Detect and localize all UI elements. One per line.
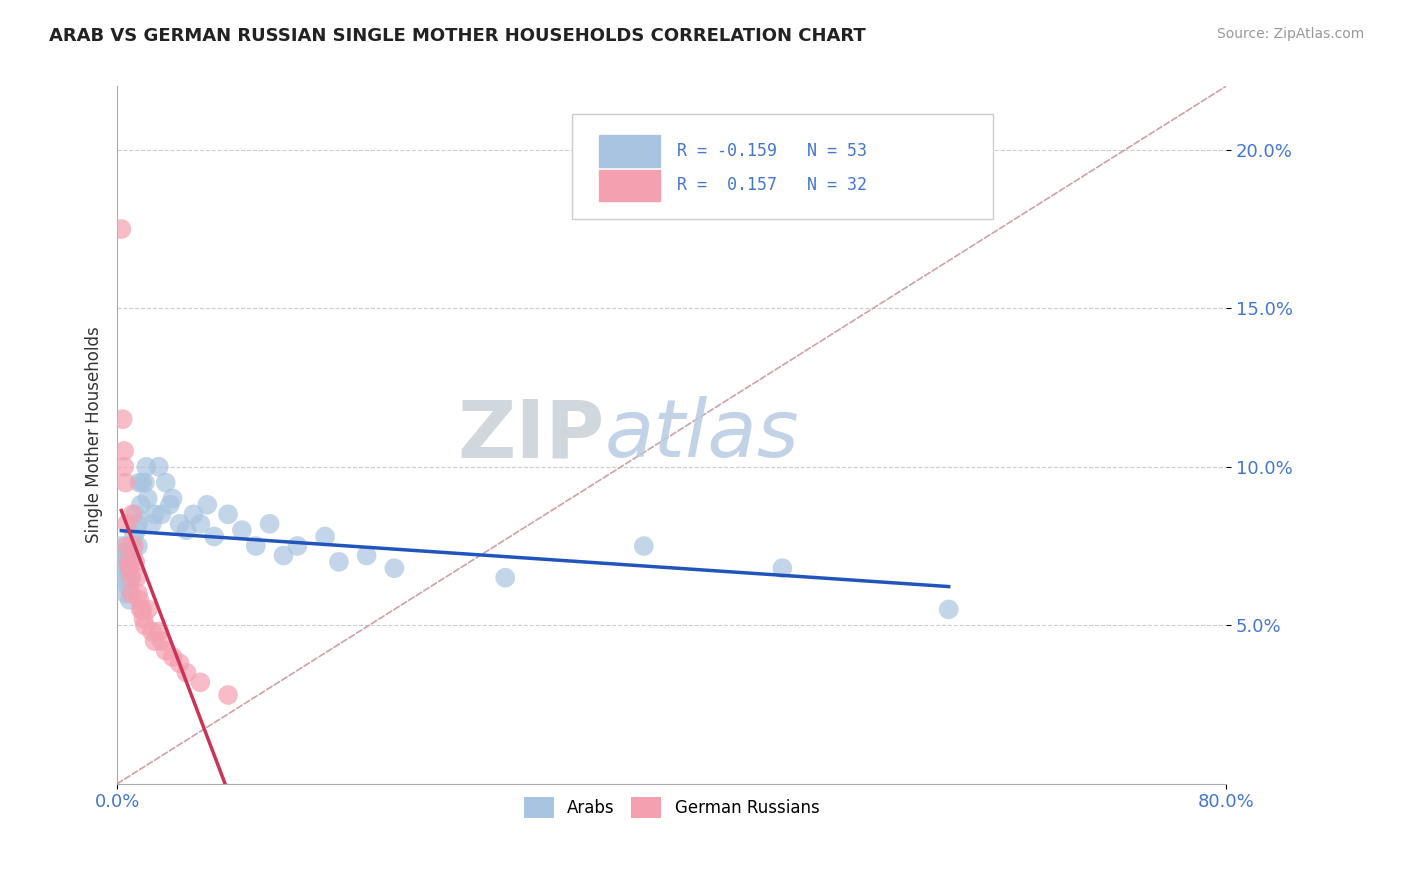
Point	[148, 459, 170, 474]
Point	[115, 539, 138, 553]
Point	[120, 571, 142, 585]
Point	[938, 602, 960, 616]
Point	[135, 459, 157, 474]
Point	[176, 523, 198, 537]
Point	[141, 624, 163, 639]
Point	[188, 516, 211, 531]
Point	[121, 549, 143, 563]
FancyBboxPatch shape	[572, 114, 993, 219]
Point	[494, 571, 516, 585]
Point	[132, 612, 155, 626]
Point	[111, 412, 134, 426]
Point	[110, 222, 132, 236]
Point	[356, 549, 378, 563]
Point	[118, 561, 141, 575]
Point	[141, 516, 163, 531]
Point	[115, 516, 138, 531]
Point	[115, 574, 138, 588]
Point	[217, 688, 239, 702]
Point	[122, 529, 145, 543]
Point	[114, 571, 136, 585]
Point	[202, 529, 225, 543]
Point	[143, 508, 166, 522]
Text: R =  0.157   N = 32: R = 0.157 N = 32	[678, 177, 868, 194]
Point	[131, 475, 153, 490]
Point	[245, 539, 267, 553]
Bar	[599, 170, 661, 202]
Point	[120, 571, 142, 585]
Point	[259, 516, 281, 531]
Point	[162, 649, 184, 664]
Point	[162, 491, 184, 506]
Point	[231, 523, 253, 537]
Point	[382, 561, 405, 575]
Legend: Arabs, German Russians: Arabs, German Russians	[517, 790, 827, 824]
Point	[188, 675, 211, 690]
Point	[129, 602, 152, 616]
Point	[117, 580, 139, 594]
Point	[125, 523, 148, 537]
Text: atlas: atlas	[605, 396, 800, 474]
Point	[131, 602, 153, 616]
Y-axis label: Single Mother Households: Single Mother Households	[86, 326, 103, 543]
Text: ZIP: ZIP	[458, 396, 605, 474]
Point	[115, 555, 138, 569]
Point	[112, 545, 135, 559]
Point	[127, 539, 149, 553]
Point	[127, 516, 149, 531]
Point	[112, 459, 135, 474]
Text: R = -0.159   N = 53: R = -0.159 N = 53	[678, 142, 868, 160]
Point	[111, 549, 134, 563]
Point	[217, 508, 239, 522]
Point	[129, 498, 152, 512]
Point	[122, 539, 145, 553]
Point	[150, 508, 173, 522]
Point	[125, 571, 148, 585]
Point	[117, 555, 139, 569]
Point	[183, 508, 205, 522]
Point	[314, 529, 336, 543]
Point	[633, 539, 655, 553]
Point	[120, 555, 142, 569]
Text: Source: ZipAtlas.com: Source: ZipAtlas.com	[1216, 27, 1364, 41]
Point	[120, 539, 142, 553]
Point	[110, 539, 132, 553]
Point	[159, 498, 181, 512]
Point	[124, 555, 146, 569]
Point	[285, 539, 308, 553]
Point	[136, 491, 159, 506]
Point	[114, 586, 136, 600]
Point	[112, 443, 135, 458]
Point	[770, 561, 793, 575]
Point	[328, 555, 350, 569]
Point	[169, 516, 191, 531]
Point	[128, 475, 150, 490]
Point	[128, 593, 150, 607]
Point	[150, 634, 173, 648]
Point	[148, 624, 170, 639]
Point	[127, 586, 149, 600]
Point	[120, 586, 142, 600]
Point	[124, 508, 146, 522]
Point	[134, 475, 156, 490]
Point	[169, 657, 191, 671]
Point	[155, 643, 177, 657]
Point	[121, 508, 143, 522]
Point	[195, 498, 218, 512]
Point	[155, 475, 177, 490]
Point	[114, 475, 136, 490]
Point	[118, 593, 141, 607]
Text: ARAB VS GERMAN RUSSIAN SINGLE MOTHER HOUSEHOLDS CORRELATION CHART: ARAB VS GERMAN RUSSIAN SINGLE MOTHER HOU…	[49, 27, 866, 45]
Point	[136, 602, 159, 616]
Point	[176, 665, 198, 680]
Bar	[599, 136, 661, 167]
Point	[112, 561, 135, 575]
Point	[134, 618, 156, 632]
Point	[273, 549, 295, 563]
Point	[143, 634, 166, 648]
Point	[117, 561, 139, 575]
